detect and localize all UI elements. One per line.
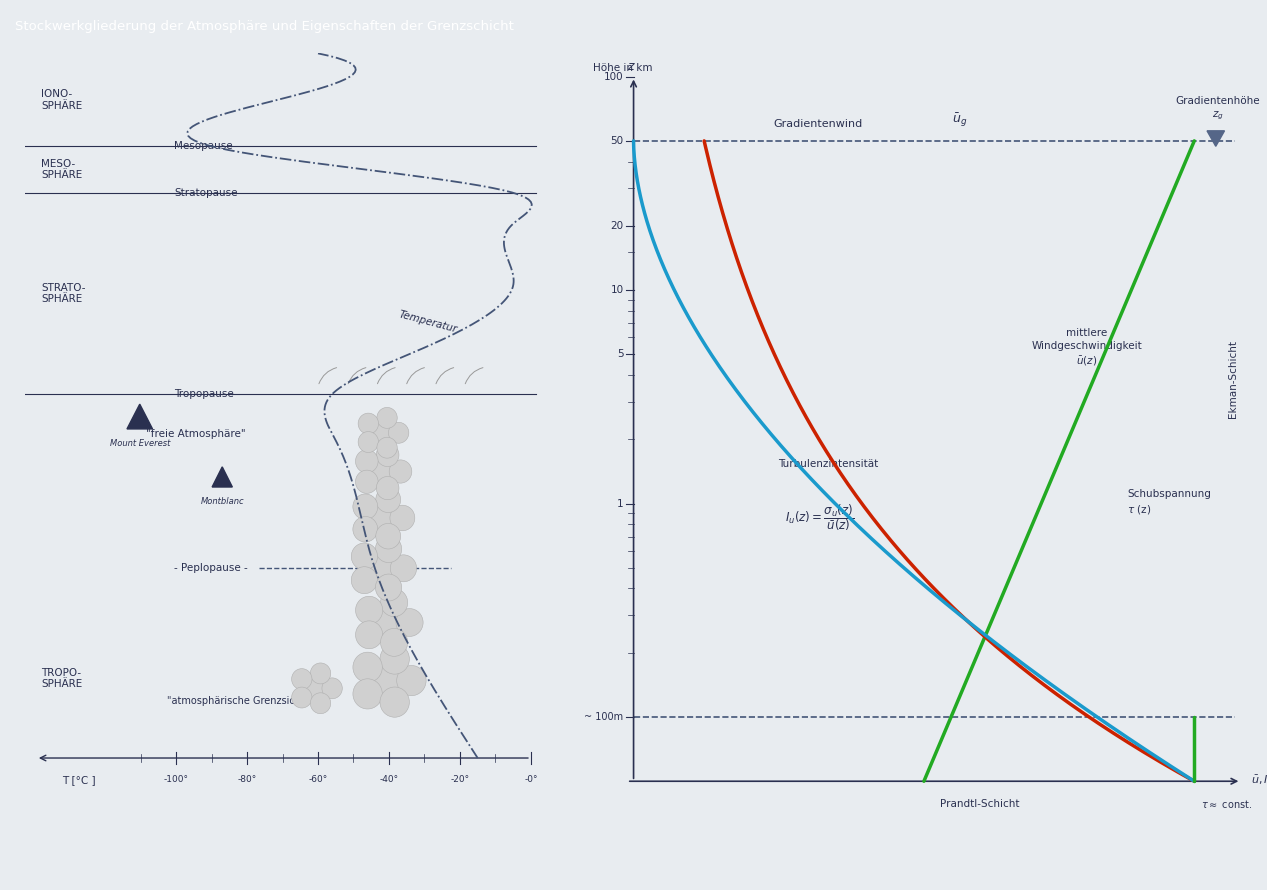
Ellipse shape xyxy=(389,460,412,483)
Ellipse shape xyxy=(299,673,332,704)
Text: -20°: -20° xyxy=(450,775,470,784)
Text: Höhe in km: Höhe in km xyxy=(593,63,653,73)
Ellipse shape xyxy=(356,596,383,624)
Polygon shape xyxy=(127,404,152,429)
Polygon shape xyxy=(1207,131,1224,146)
Text: Stratopause: Stratopause xyxy=(175,188,238,198)
Ellipse shape xyxy=(353,652,383,683)
Ellipse shape xyxy=(310,663,331,684)
Ellipse shape xyxy=(351,543,378,570)
Ellipse shape xyxy=(365,602,409,643)
Ellipse shape xyxy=(353,679,383,709)
Text: -100°: -100° xyxy=(163,775,189,784)
Ellipse shape xyxy=(364,454,400,489)
Ellipse shape xyxy=(361,498,403,538)
Ellipse shape xyxy=(353,516,378,542)
Ellipse shape xyxy=(322,678,342,699)
Text: TROPO-
SPHÄRE: TROPO- SPHÄRE xyxy=(42,668,82,690)
Ellipse shape xyxy=(291,668,312,690)
Text: "atmosphärische Grenzsicht": "atmosphärische Grenzsicht" xyxy=(167,696,309,706)
Ellipse shape xyxy=(356,449,378,473)
Text: 100: 100 xyxy=(604,71,623,82)
Ellipse shape xyxy=(310,692,331,714)
Text: z: z xyxy=(627,60,634,73)
Ellipse shape xyxy=(380,687,409,717)
Text: Stockwerkgliederung der Atmosphäre und Eigenschaften der Grenzschicht: Stockwerkgliederung der Atmosphäre und E… xyxy=(15,20,514,34)
Text: mittlere
Windgeschwindigkeit
$\bar{u}(z)$: mittlere Windgeschwindigkeit $\bar{u}(z)… xyxy=(1031,328,1143,368)
Ellipse shape xyxy=(359,432,379,452)
Text: 10: 10 xyxy=(611,285,623,295)
Ellipse shape xyxy=(353,494,378,520)
Text: Turbulenzintensität: Turbulenzintensität xyxy=(778,458,878,469)
Ellipse shape xyxy=(356,470,378,493)
Text: Mount Everest: Mount Everest xyxy=(109,439,170,448)
Text: IONO-
SPHÄRE: IONO- SPHÄRE xyxy=(42,89,82,110)
Text: T [°C ]: T [°C ] xyxy=(62,775,95,785)
Ellipse shape xyxy=(376,523,400,549)
Text: -80°: -80° xyxy=(237,775,257,784)
Text: 50: 50 xyxy=(611,136,623,146)
Text: Gradientenhöhe
$z_g$: Gradientenhöhe $z_g$ xyxy=(1176,96,1261,122)
Text: $\bar{u}_g$: $\bar{u}_g$ xyxy=(952,112,967,129)
Text: -60°: -60° xyxy=(308,775,328,784)
Text: 1: 1 xyxy=(617,498,623,508)
Ellipse shape xyxy=(365,417,399,449)
Ellipse shape xyxy=(380,588,408,617)
Text: Prandtl-Schicht: Prandtl-Schicht xyxy=(940,799,1019,810)
Ellipse shape xyxy=(376,437,398,458)
Text: MESO-
SPHÄRE: MESO- SPHÄRE xyxy=(42,158,82,181)
Ellipse shape xyxy=(351,567,378,594)
Ellipse shape xyxy=(380,628,408,656)
Text: Ekman-Schicht: Ekman-Schicht xyxy=(1228,340,1238,417)
Ellipse shape xyxy=(376,408,398,428)
Ellipse shape xyxy=(390,506,414,530)
Text: - Peplopause -: - Peplopause - xyxy=(175,563,248,573)
Ellipse shape xyxy=(291,687,312,708)
Text: Gradientenwind: Gradientenwind xyxy=(774,119,863,129)
Text: Mesopause: Mesopause xyxy=(175,142,233,151)
Text: Temperatur: Temperatur xyxy=(398,309,459,334)
Ellipse shape xyxy=(359,413,379,434)
Ellipse shape xyxy=(397,609,423,636)
Text: Montblanc: Montblanc xyxy=(200,497,245,506)
Ellipse shape xyxy=(390,554,417,582)
Text: $\bar{u}, I_u, \tau_o$: $\bar{u}, I_u, \tau_o$ xyxy=(1252,774,1267,789)
Ellipse shape xyxy=(380,644,409,674)
Text: "freie Atmosphäre": "freie Atmosphäre" xyxy=(146,429,246,439)
Text: -0°: -0° xyxy=(525,775,537,784)
Text: -40°: -40° xyxy=(379,775,399,784)
Text: ~ 100m: ~ 100m xyxy=(584,712,623,722)
Ellipse shape xyxy=(356,621,383,649)
Ellipse shape xyxy=(362,658,412,703)
Text: 20: 20 xyxy=(611,221,623,231)
Text: Schubspannung
$\tau$ (z): Schubspannung $\tau$ (z) xyxy=(1128,490,1211,516)
Text: $I_u(z) = \dfrac{\sigma_u(z)}{\bar{u}(z)}$: $I_u(z) = \dfrac{\sigma_u(z)}{\bar{u}(z)… xyxy=(784,503,854,533)
Ellipse shape xyxy=(375,574,402,601)
Ellipse shape xyxy=(376,476,399,499)
Text: STRATO-
SPHÄRE: STRATO- SPHÄRE xyxy=(42,283,86,304)
Text: $\tau\approx$ const.: $\tau\approx$ const. xyxy=(1201,798,1252,811)
Polygon shape xyxy=(212,467,232,487)
Text: 5: 5 xyxy=(617,350,623,360)
Ellipse shape xyxy=(360,548,403,588)
Ellipse shape xyxy=(376,443,399,466)
Ellipse shape xyxy=(375,536,402,562)
Ellipse shape xyxy=(376,487,400,513)
Text: Tropopause: Tropopause xyxy=(175,389,234,399)
Ellipse shape xyxy=(397,666,426,696)
Ellipse shape xyxy=(389,423,409,443)
